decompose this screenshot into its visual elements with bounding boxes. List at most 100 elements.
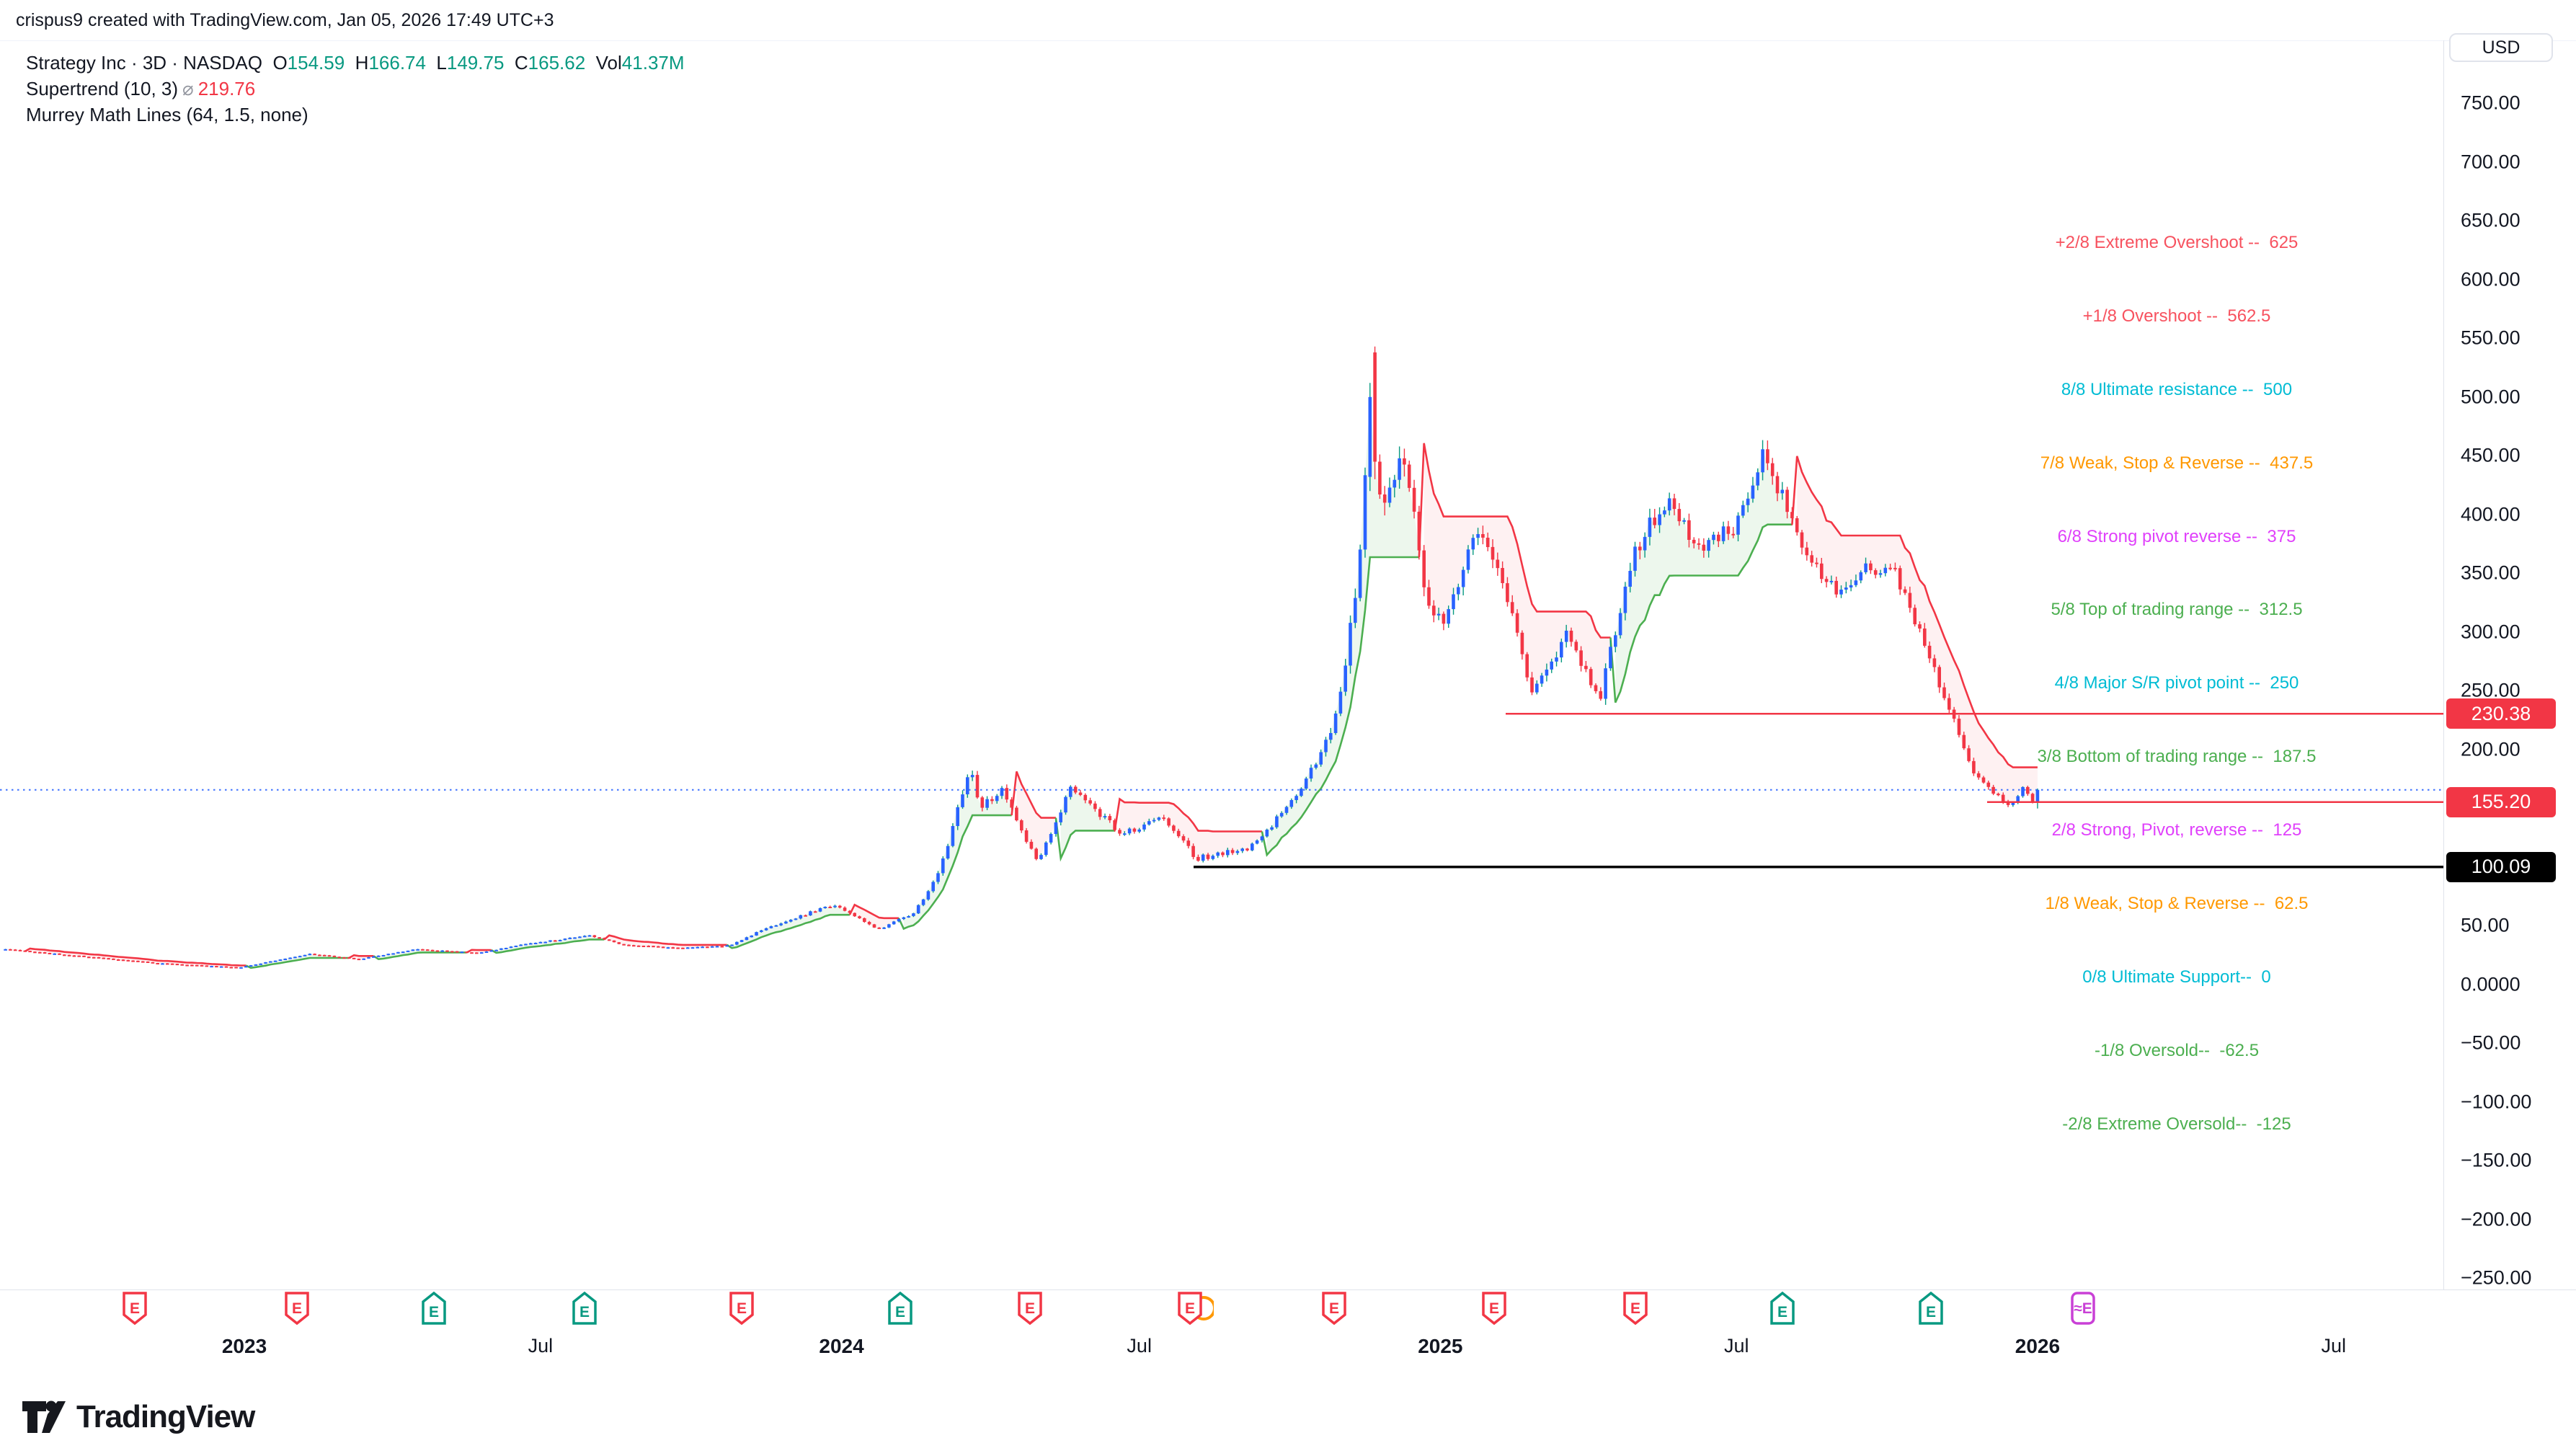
price-tick-200.00: 200.00 xyxy=(2461,738,2521,760)
earnings-down-badge[interactable]: E xyxy=(1470,1291,1518,1329)
time-tick-Jul-2026: Jul xyxy=(2321,1335,2347,1357)
time-axis-divider xyxy=(0,1289,2576,1290)
ohlc-open-label: O xyxy=(272,52,288,74)
earnings-up-badge[interactable]: E xyxy=(1759,1291,1806,1329)
murrey-label-6: 4/8 Major S/R pivot point -- 250 xyxy=(2054,673,2299,693)
supertrend-down-line xyxy=(348,954,374,959)
supertrend-name: Supertrend xyxy=(26,78,119,99)
supertrend-down-line xyxy=(603,934,727,946)
attribution-text: crispus9 created with TradingView.com, J… xyxy=(16,10,554,30)
supertrend-up-fill xyxy=(1266,396,1419,856)
murrey-name: Murrey Math Lines xyxy=(26,104,182,125)
price-tick-−100.00: −100.00 xyxy=(2461,1091,2532,1113)
supertrend-up-fill xyxy=(1060,786,1115,858)
supertrend-down-fill xyxy=(1797,456,2038,805)
svg-text:E: E xyxy=(1489,1300,1499,1317)
time-tick-Jul-2025: Jul xyxy=(1723,1335,1749,1357)
tradingview-logo-text: TradingView xyxy=(76,1399,255,1434)
ohlc-open-value: 154.59 xyxy=(287,52,345,74)
supertrend-down-line xyxy=(25,947,247,967)
volume-label: Vol xyxy=(595,52,622,74)
supertrend-down-line xyxy=(1418,443,1611,639)
svg-text:E: E xyxy=(130,1300,140,1317)
murrey-label-12: -2/8 Extreme Oversold-- -125 xyxy=(2062,1114,2291,1134)
price-tick-450.00: 450.00 xyxy=(2461,444,2521,466)
murrey-label-4: 6/8 Strong pivot reverse -- 375 xyxy=(2057,526,2296,546)
supertrend-up-line xyxy=(491,938,605,954)
murrey-label-11: -1/8 Oversold-- -62.5 xyxy=(2094,1040,2260,1060)
symbol-title: Strategy Inc · 3D · NASDAQ xyxy=(26,52,262,74)
ohlc-close-label: C xyxy=(514,52,528,74)
top-divider xyxy=(0,40,2576,41)
earnings-down-badge[interactable]: E xyxy=(1612,1291,1659,1329)
price-tick-−200.00: −200.00 xyxy=(2461,1208,2532,1230)
svg-text:E: E xyxy=(1185,1300,1195,1317)
price-tick-600.00: 600.00 xyxy=(2461,268,2521,290)
svg-text:E: E xyxy=(895,1304,905,1320)
earnings-projected-badge[interactable]: ≈E xyxy=(2059,1291,2107,1329)
price-tick-300.00: 300.00 xyxy=(2461,621,2521,643)
price-badge-155.20: 155.20 xyxy=(2446,786,2556,817)
time-tick-2025-2025: 2025 xyxy=(1418,1335,1463,1357)
murrey-params: (64, 1.5, none) xyxy=(186,104,308,125)
price-tick-−250.00: −250.00 xyxy=(2461,1266,2532,1289)
earnings-down-badge[interactable]: E xyxy=(1310,1291,1358,1329)
murrey-label-0: +2/8 Extreme Overshoot -- 625 xyxy=(2055,233,2299,253)
ohlc-high-label: H xyxy=(355,52,369,74)
svg-text:E: E xyxy=(292,1300,302,1317)
indicator-legend-supertrend[interactable]: Supertrend (10, 3) ⌀ 219.76 xyxy=(26,76,685,101)
supertrend-params: (10, 3) xyxy=(123,78,179,99)
supertrend-up-line xyxy=(897,814,1012,931)
price-tick-700.00: 700.00 xyxy=(2461,151,2521,173)
price-tick-400.00: 400.00 xyxy=(2461,503,2521,525)
supertrend-value: 219.76 xyxy=(197,78,256,99)
svg-text:E: E xyxy=(1926,1304,1936,1320)
svg-text:E: E xyxy=(1329,1300,1339,1317)
supertrend-up-line xyxy=(1609,523,1793,703)
murrey-label-1: +1/8 Overshoot -- 562.5 xyxy=(2082,306,2271,326)
murrey-label-5: 5/8 Top of trading range -- 312.5 xyxy=(2051,600,2303,620)
earnings-up-badge[interactable]: E xyxy=(1907,1291,1955,1329)
svg-text:E: E xyxy=(579,1304,590,1320)
ohlc-low-label: L xyxy=(436,52,447,74)
supertrend-up-line xyxy=(1054,817,1115,862)
svg-text:E: E xyxy=(1630,1300,1640,1317)
supertrend-up-line xyxy=(245,956,350,969)
supertrend-up-fill xyxy=(732,905,850,949)
price-tick-−50.00: −50.00 xyxy=(2461,1031,2521,1054)
earnings-down-split-badge[interactable]: E xyxy=(1166,1291,1217,1329)
chart-plot-area[interactable] xyxy=(0,346,2443,969)
price-tick-750.00: 750.00 xyxy=(2461,92,2521,114)
price-tick-−150.00: −150.00 xyxy=(2461,1149,2532,1171)
currency-button[interactable]: USD xyxy=(2449,33,2553,62)
earnings-down-badge[interactable]: E xyxy=(718,1291,765,1329)
earnings-down-badge[interactable]: E xyxy=(1006,1291,1054,1329)
time-tick-Jul-2023: Jul xyxy=(528,1335,554,1357)
earnings-down-badge[interactable]: E xyxy=(111,1291,159,1329)
earnings-up-badge[interactable]: E xyxy=(876,1291,924,1329)
supertrend-down-fill xyxy=(1119,799,1262,861)
indicator-legend-murrey[interactable]: Murrey Math Lines (64, 1.5, none) xyxy=(26,102,685,127)
price-axis-divider xyxy=(2443,40,2444,1289)
ohlc-close-value: 165.62 xyxy=(528,52,586,74)
earnings-up-badge[interactable]: E xyxy=(561,1291,608,1329)
ohlc-high-value: 166.74 xyxy=(368,52,426,74)
earnings-up-badge[interactable]: E xyxy=(410,1291,458,1329)
supertrend-up-line xyxy=(726,913,850,949)
earnings-down-badge[interactable]: E xyxy=(273,1291,321,1329)
supertrend-down-line xyxy=(466,949,492,954)
price-tick-650.00: 650.00 xyxy=(2461,209,2521,231)
price-tick-550.00: 550.00 xyxy=(2461,327,2521,349)
murrey-label-9: 1/8 Weak, Stop & Reverse -- 62.5 xyxy=(2045,893,2309,913)
tradingview-watermark[interactable]: TradingView xyxy=(22,1397,255,1437)
supertrend-down-line xyxy=(1114,797,1262,833)
murrey-label-7: 3/8 Bottom of trading range -- 187.5 xyxy=(2037,747,2317,767)
price-tick-500.00: 500.00 xyxy=(2461,386,2521,408)
price-badge-100.09: 100.09 xyxy=(2446,851,2556,882)
supertrend-up-fill xyxy=(1615,449,1793,703)
symbol-legend-row[interactable]: Strategy Inc · 3D · NASDAQ O154.59 H166.… xyxy=(26,50,685,75)
svg-text:≈E: ≈E xyxy=(2074,1300,2093,1317)
supertrend-down-line xyxy=(848,903,899,920)
